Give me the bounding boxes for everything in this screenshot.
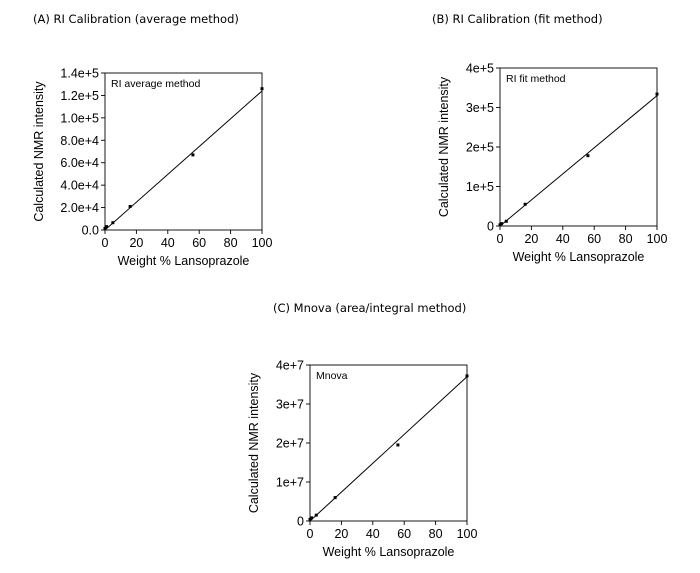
y-tick-label: 3e+5 xyxy=(466,101,494,115)
plot-annotation: RI average method xyxy=(111,78,200,90)
x-tick-label: 100 xyxy=(252,236,273,250)
y-axis-title: Calculated NMR intensity xyxy=(247,372,261,513)
data-point xyxy=(498,223,502,227)
caption-a: (A) RI Calibration (average method) xyxy=(33,12,239,26)
y-tick-label: 6.0e+4 xyxy=(60,156,99,170)
y-tick-label: 4e+7 xyxy=(276,359,304,373)
y-tick-label: 0.0 xyxy=(82,224,99,238)
x-tick-label: 40 xyxy=(366,527,380,541)
y-axis-title: Calculated NMR intensity xyxy=(437,76,451,217)
x-tick-label: 40 xyxy=(161,236,175,250)
data-point xyxy=(655,92,659,96)
data-point xyxy=(260,87,264,91)
x-tick-label: 100 xyxy=(647,232,668,246)
x-tick-label: 40 xyxy=(556,232,570,246)
data-point xyxy=(103,226,107,230)
data-point xyxy=(128,204,132,208)
x-tick-label: 60 xyxy=(192,236,206,250)
y-tick-label: 3e+7 xyxy=(276,398,304,412)
y-tick-label: 2.0e+4 xyxy=(60,201,99,215)
plot-annotation: Mnova xyxy=(316,370,348,382)
y-tick-label: 0 xyxy=(297,515,304,529)
x-tick-label: 80 xyxy=(224,236,238,250)
y-tick-label: 4.0e+4 xyxy=(60,179,99,193)
data-point xyxy=(333,496,337,500)
y-tick-label: 4e+5 xyxy=(466,62,494,76)
x-tick-label: 0 xyxy=(307,527,314,541)
data-point xyxy=(523,202,527,206)
data-point xyxy=(314,513,318,517)
data-point xyxy=(500,222,504,226)
y-tick-label: 1e+7 xyxy=(276,476,304,490)
x-tick-label: 80 xyxy=(429,527,443,541)
x-tick-label: 80 xyxy=(619,232,633,246)
x-tick-label: 20 xyxy=(524,232,538,246)
data-point xyxy=(465,374,469,378)
data-point xyxy=(310,516,314,520)
x-tick-label: 20 xyxy=(334,527,348,541)
data-point xyxy=(504,219,508,223)
x-tick-label: 60 xyxy=(397,527,411,541)
x-axis-title: Weight % Lansoprazole xyxy=(118,254,250,268)
y-tick-label: 0 xyxy=(487,220,494,234)
x-tick-label: 60 xyxy=(587,232,601,246)
plot-frame xyxy=(104,72,263,231)
data-point xyxy=(105,225,109,229)
data-point xyxy=(308,517,312,521)
data-point xyxy=(586,154,590,158)
y-tick-label: 1.4e+5 xyxy=(60,67,99,81)
y-tick-label: 2e+5 xyxy=(466,141,494,155)
plot-annotation: RI fit method xyxy=(506,73,566,85)
y-tick-label: 1.2e+5 xyxy=(60,89,99,103)
y-tick-label: 2e+7 xyxy=(276,437,304,451)
x-axis-title: Weight % Lansoprazole xyxy=(323,545,455,559)
x-axis-title: Weight % Lansoprazole xyxy=(513,250,645,264)
plot-frame xyxy=(309,364,468,522)
data-point xyxy=(396,443,400,447)
y-tick-label: 8.0e+4 xyxy=(60,134,99,148)
x-tick-label: 100 xyxy=(457,527,478,541)
caption-b: (B) RI Calibration (fit method) xyxy=(432,12,603,26)
x-tick-label: 0 xyxy=(102,236,109,250)
y-axis-title: Calculated NMR intensity xyxy=(32,81,46,222)
fit-line xyxy=(309,376,468,522)
data-point xyxy=(191,153,195,157)
caption-c: (C) Mnova (area/integral method) xyxy=(273,301,467,315)
y-tick-label: 1e+5 xyxy=(466,180,494,194)
x-tick-label: 0 xyxy=(497,232,504,246)
data-point xyxy=(111,221,115,225)
x-tick-label: 20 xyxy=(129,236,143,250)
y-tick-label: 1.0e+5 xyxy=(60,111,99,125)
